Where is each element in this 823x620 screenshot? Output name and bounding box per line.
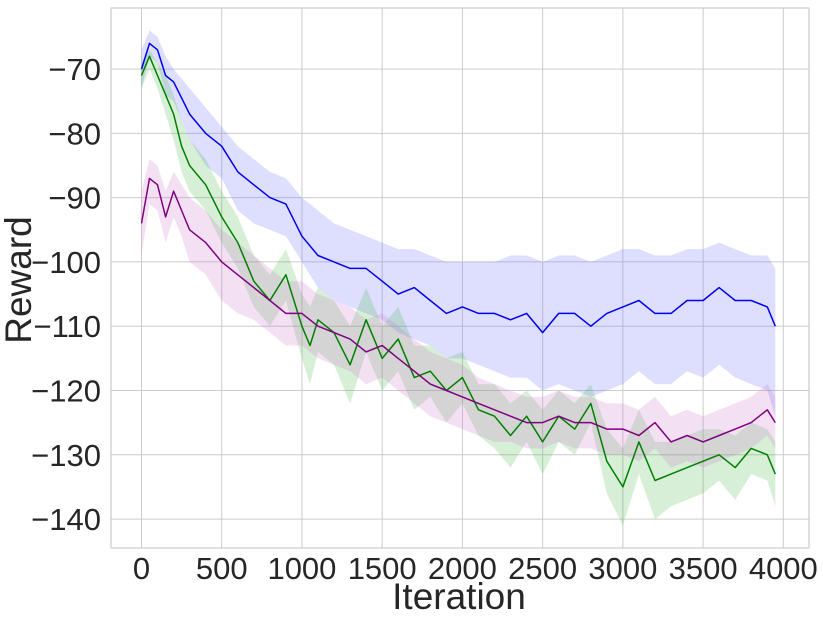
- x-axis-label: Iteration: [392, 576, 526, 615]
- y-axis-label: Reward: [0, 216, 39, 344]
- plot-frame: [110, 7, 810, 549]
- series-1-line: [140, 42, 776, 334]
- y-tick-label: −70: [48, 52, 101, 87]
- y-tick-label: −140: [31, 502, 101, 537]
- series-3-band: [141, 159, 776, 468]
- y-tick-label: −100: [31, 245, 101, 280]
- series-3-line: [140, 177, 776, 443]
- x-tick-label: 1500: [348, 551, 417, 586]
- x-tick-label: 0: [133, 551, 150, 586]
- confidence-bands: [141, 30, 776, 526]
- series-lines: [140, 42, 776, 488]
- x-tick-label: 3500: [669, 551, 738, 586]
- y-tick-label: −80: [48, 116, 101, 151]
- y-tick-label: −130: [31, 438, 101, 473]
- x-tick-label: 1000: [267, 551, 336, 586]
- x-tick-label: 4000: [749, 551, 818, 586]
- x-tick-label: 500: [196, 551, 248, 586]
- x-tick-label: 3000: [588, 551, 657, 586]
- x-tick-labels: 0 500 1000 1500 2000 2500 3000 3500 4000: [133, 551, 818, 586]
- y-tick-label: −90: [48, 181, 101, 216]
- x-tick-label: 2000: [428, 551, 497, 586]
- series-2-band: [141, 49, 776, 526]
- grid-lines: [111, 8, 809, 548]
- series-1-band: [141, 30, 776, 417]
- y-tick-label: −110: [33, 309, 101, 344]
- x-tick-label: 2500: [508, 551, 577, 586]
- y-tick-labels: −70 −80 −90 −100 −110 −120 −130 −140: [31, 52, 101, 537]
- series-2-line: [140, 55, 776, 488]
- plot-background: [111, 8, 809, 548]
- y-tick-label: −120: [31, 374, 101, 409]
